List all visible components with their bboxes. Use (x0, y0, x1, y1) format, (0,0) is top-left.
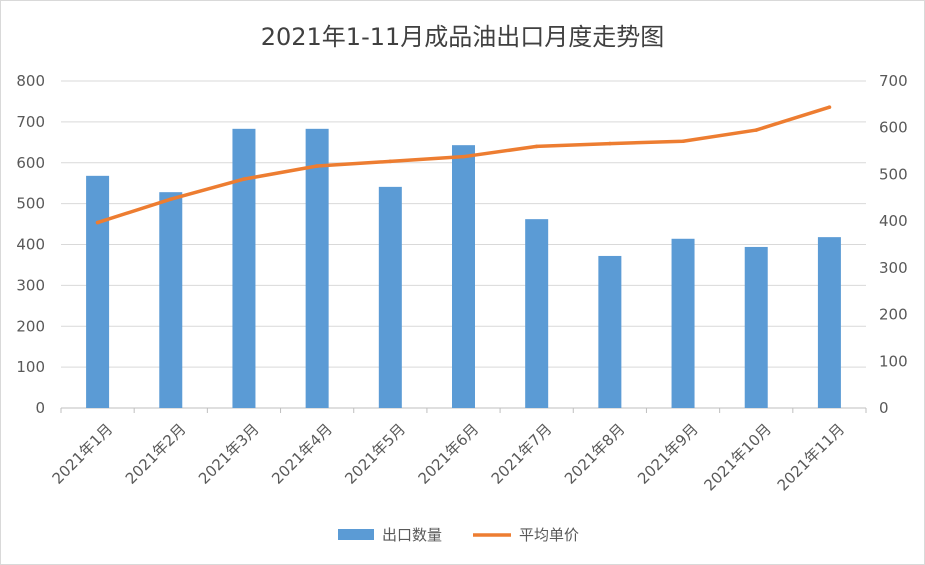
x-axis-tick-label: 2021年11月 (774, 420, 848, 494)
y2-axis-tick-label: 0 (879, 399, 889, 417)
y-axis-tick-label: 0 (35, 399, 45, 417)
line-point (388, 159, 393, 164)
bar (452, 145, 475, 408)
line-point (754, 128, 759, 132)
bar (525, 219, 549, 408)
bar (232, 128, 256, 408)
y-axis-tick-label: 100 (16, 358, 45, 376)
y-axis-tick-label: 600 (16, 154, 45, 172)
x-axis-tick-label: 2021年2月 (122, 420, 190, 488)
bar (86, 175, 110, 408)
line-point (242, 177, 246, 181)
y2-axis-tick-label: 500 (879, 165, 908, 183)
y-axis-tick-label: 400 (16, 236, 45, 254)
y2-axis-tick-label: 200 (879, 306, 908, 324)
y2-axis-tick-label: 700 (879, 72, 908, 90)
bar (305, 128, 329, 408)
line-point (681, 139, 685, 144)
line-point (534, 144, 539, 149)
legend-label: 平均单价 (519, 526, 579, 544)
x-axis-tick-label: 2021年10月 (701, 420, 775, 494)
x-axis-tick-label: 2021年7月 (488, 420, 556, 488)
line-point (461, 154, 466, 159)
y-axis-tick-label: 500 (16, 195, 45, 213)
x-axis-tick-label: 2021年4月 (268, 420, 336, 488)
bar (744, 246, 768, 408)
bar (598, 255, 622, 408)
line-point (315, 164, 319, 168)
y2-axis-tick-label: 400 (879, 212, 908, 230)
x-axis-tick-label: 2021年3月 (195, 420, 263, 488)
y2-axis-tick-label: 600 (879, 119, 908, 137)
x-axis-tick-label: 2021年8月 (561, 420, 629, 488)
x-axis-tick-label: 2021年6月 (415, 420, 483, 488)
y-axis-tick-label: 800 (16, 72, 45, 90)
line-point (608, 141, 612, 146)
x-axis-tick-label: 2021年9月 (634, 420, 702, 488)
chart-title: 2021年1-11月成品油出口月度走势图 (260, 23, 665, 51)
line-point (168, 197, 173, 201)
bar (817, 237, 841, 408)
y-axis-tick-label: 700 (16, 113, 45, 131)
legend-label: 出口数量 (382, 526, 442, 544)
line-point (95, 220, 100, 225)
y2-axis-tick-label: 100 (879, 352, 908, 370)
line-point (827, 105, 832, 109)
bar (378, 186, 402, 408)
bar (159, 192, 183, 408)
bar (671, 238, 695, 408)
legend-swatch-bar (338, 529, 374, 540)
y2-axis-tick-label: 300 (879, 259, 908, 277)
y-axis-tick-label: 200 (16, 317, 45, 335)
x-axis-tick-label: 2021年5月 (341, 420, 409, 488)
y-axis-tick-label: 300 (16, 276, 45, 294)
x-axis-tick-label: 2021年1月 (49, 420, 117, 488)
